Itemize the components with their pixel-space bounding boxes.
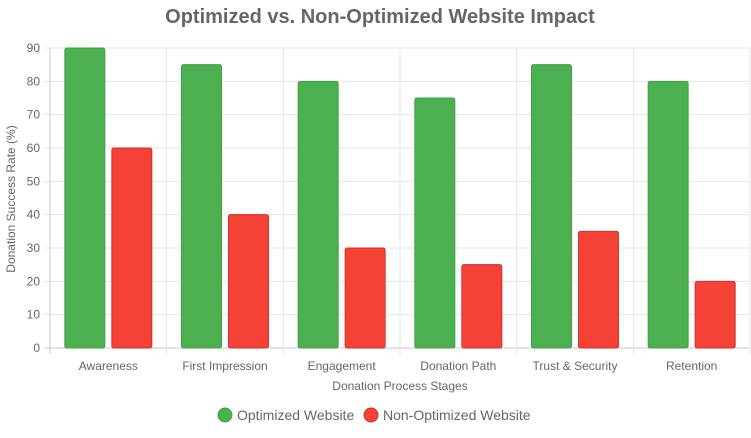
y-tick-label: 10 — [27, 308, 41, 322]
bar-optimized[interactable] — [647, 80, 689, 349]
x-axis-label: Donation Process Stages — [332, 379, 467, 393]
y-tick-label: 0 — [33, 341, 40, 355]
y-tick-label: 20 — [27, 274, 41, 288]
x-tick-label: Trust & Security — [533, 359, 618, 373]
chart-title: Optimized vs. Non-Optimized Website Impa… — [165, 6, 595, 28]
y-tick-label: 40 — [27, 208, 41, 222]
legend-item[interactable]: Non-Optimized Website — [363, 407, 531, 423]
bar-optimized[interactable] — [64, 47, 106, 349]
bar-non-optimized[interactable] — [111, 147, 153, 349]
bar-optimized[interactable] — [181, 64, 222, 349]
legend-item[interactable]: Optimized Website — [217, 407, 354, 423]
legend-label: Non-Optimized Website — [383, 407, 531, 423]
x-axis-ticks: Awareness First Impression Engagement Donat… — [79, 359, 718, 373]
bar-non-optimized[interactable] — [694, 280, 736, 349]
bar-optimized[interactable] — [414, 97, 456, 349]
y-tick-label: 80 — [27, 74, 41, 88]
bars — [64, 47, 736, 349]
bar-optimized[interactable] — [531, 64, 572, 349]
legend-swatch — [217, 407, 233, 423]
bar-non-optimized[interactable] — [228, 214, 269, 349]
x-tick-label: Retention — [666, 359, 717, 373]
bar-optimized[interactable] — [297, 80, 339, 349]
x-tick-label: Awareness — [79, 359, 138, 373]
x-tick-label: First Impression — [182, 359, 267, 373]
y-tick-label: 70 — [27, 108, 41, 122]
y-tick-label: 30 — [27, 241, 41, 255]
x-tick-label: Engagement — [308, 359, 377, 373]
bar-non-optimized[interactable] — [461, 264, 503, 349]
bar-non-optimized[interactable] — [344, 247, 386, 349]
y-tick-label: 60 — [27, 141, 41, 155]
y-axis-ticks: 0 10 20 30 40 50 60 70 80 90 — [27, 41, 41, 355]
legend: Optimized Website Non-Optimized Website — [217, 407, 531, 423]
y-tick-label: 50 — [27, 174, 41, 188]
y-axis-label: Donation Success Rate (%) — [4, 125, 18, 272]
x-tick-label: Donation Path — [420, 359, 496, 373]
legend-label: Optimized Website — [237, 407, 354, 423]
legend-swatch — [363, 407, 379, 423]
bar-non-optimized[interactable] — [578, 230, 619, 349]
grid — [44, 47, 751, 354]
y-tick-label: 90 — [27, 41, 41, 55]
